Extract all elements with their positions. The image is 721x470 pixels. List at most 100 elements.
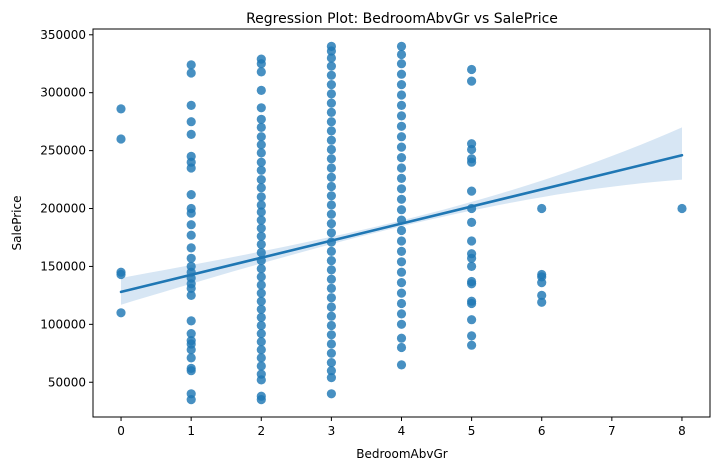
scatter-point	[256, 337, 266, 347]
scatter-point	[186, 129, 196, 139]
y-tick-label: 200000	[40, 202, 86, 216]
scatter-point	[256, 200, 266, 210]
scatter-point	[186, 243, 196, 253]
x-ticks: 0 1 2 3 4 5 6 7 8	[117, 417, 686, 438]
scatter-point	[467, 217, 477, 227]
scatter-point	[326, 98, 336, 108]
scatter-point	[256, 345, 266, 355]
scatter-point	[256, 395, 266, 405]
scatter-point	[396, 267, 407, 277]
scatter-point	[256, 192, 266, 202]
scatter-point	[326, 53, 336, 63]
scatter-point	[396, 80, 407, 90]
x-tick-label: 5	[468, 424, 476, 438]
scatter-point	[256, 67, 266, 77]
scatter-point	[256, 280, 266, 290]
scatter-point	[256, 272, 266, 282]
scatter-point	[396, 319, 407, 329]
scatter-point	[186, 366, 196, 376]
scatter-point	[326, 366, 336, 376]
scatter-point	[396, 173, 407, 183]
scatter-point	[326, 246, 336, 256]
scatter-point	[186, 316, 196, 326]
scatter-point	[256, 312, 266, 322]
scatter-point	[186, 345, 196, 355]
scatter-point	[256, 247, 266, 258]
x-tick-label: 0	[117, 424, 125, 438]
points-layer	[116, 41, 687, 405]
scatter-point	[186, 329, 196, 339]
scatter-point	[467, 157, 477, 167]
scatter-point	[326, 89, 336, 99]
scatter-point	[326, 348, 336, 358]
scatter-point	[537, 203, 547, 214]
scatter-point	[256, 122, 266, 132]
scatter-point	[256, 375, 266, 385]
scatter-point	[326, 135, 336, 145]
scatter-point	[186, 290, 196, 300]
scatter-point	[326, 144, 336, 155]
x-tick-label: 8	[678, 424, 686, 438]
scatter-point	[186, 253, 196, 263]
scatter-point	[256, 296, 266, 306]
scatter-point	[537, 297, 547, 307]
scatter-point	[256, 85, 266, 95]
scatter-point	[326, 274, 336, 284]
scatter-point	[467, 186, 477, 196]
x-tick-label: 4	[398, 424, 406, 438]
scatter-point	[326, 302, 336, 312]
scatter-point	[396, 59, 407, 69]
scatter-point	[326, 293, 336, 303]
scatter-point	[326, 61, 336, 71]
scatter-point	[396, 342, 407, 353]
scatter-point	[186, 353, 196, 363]
scatter-point	[326, 70, 336, 80]
scatter-point	[326, 117, 336, 127]
scatter-point	[467, 340, 477, 350]
scatter-point	[326, 228, 336, 238]
scatter-point	[256, 148, 266, 158]
scatter-point	[396, 309, 407, 319]
scatter-point	[467, 331, 477, 341]
scatter-point	[396, 153, 407, 163]
scatter-point	[396, 246, 407, 256]
x-tick-label: 3	[328, 424, 336, 438]
scatter-point	[326, 181, 336, 192]
scatter-point	[677, 203, 687, 214]
scatter-point	[537, 290, 547, 300]
scatter-point	[326, 330, 336, 340]
scatter-point	[186, 117, 196, 127]
scatter-point	[256, 215, 266, 225]
scatter-point	[396, 69, 407, 79]
scatter-point	[326, 126, 336, 136]
y-tick-label: 250000	[40, 144, 86, 158]
scatter-point	[256, 140, 266, 150]
scatter-point	[256, 59, 266, 69]
scatter-point	[537, 278, 547, 288]
scatter-point	[467, 144, 477, 155]
scatter-point	[396, 360, 407, 370]
scatter-point	[256, 183, 266, 193]
scatter-point	[186, 68, 196, 78]
scatter-point	[326, 191, 336, 201]
scatter-point	[467, 253, 477, 263]
y-tick-label: 150000	[40, 259, 86, 273]
scatter-point	[326, 320, 336, 331]
scatter-point	[256, 239, 266, 249]
scatter-point	[396, 298, 407, 309]
scatter-point	[256, 329, 266, 339]
y-tick-label: 350000	[40, 28, 86, 42]
scatter-point	[467, 315, 477, 325]
scatter-point	[326, 163, 336, 173]
scatter-point	[256, 231, 266, 241]
scatter-point	[326, 265, 336, 275]
scatter-point	[396, 90, 407, 100]
scatter-point	[467, 279, 477, 289]
x-tick-label: 7	[608, 424, 616, 438]
scatter-point	[186, 100, 196, 110]
scatter-point	[396, 194, 407, 204]
scatter-point	[326, 46, 336, 56]
scatter-point	[326, 107, 336, 117]
scatter-point	[326, 358, 336, 368]
scatter-point	[467, 64, 477, 75]
